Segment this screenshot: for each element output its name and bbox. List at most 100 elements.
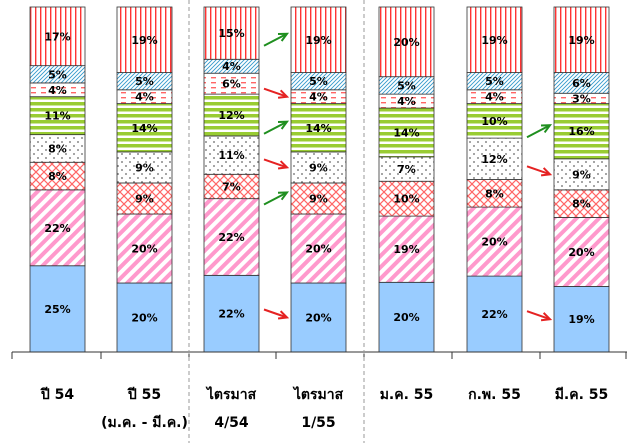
category-label: ไตรมาส: [292, 385, 344, 403]
decrease-arrow: [263, 87, 290, 99]
category-label: ปี 54: [39, 387, 74, 403]
category-label: ปี 55: [126, 387, 161, 403]
segment-label: 5%: [397, 79, 416, 92]
segment-label: 10%: [393, 193, 419, 206]
segment-label: 19%: [393, 243, 419, 256]
bar-segment: [290, 103, 347, 153]
segment-label: 19%: [481, 34, 507, 47]
category-label: ก.พ. 55: [468, 387, 521, 403]
segment-label: 20%: [305, 312, 331, 325]
segment-label: 9%: [309, 161, 328, 174]
change-arrows: [263, 32, 553, 322]
category-label: ไตรมาส: [205, 385, 257, 403]
segment-label: 20%: [393, 36, 419, 49]
segment-label: 10%: [481, 115, 507, 128]
bar-segment: [116, 151, 173, 184]
bar-segment: [29, 134, 86, 163]
increase-arrow: [263, 191, 290, 206]
segment-labels: 25% 22% 8% 8% 11% 4% 5% 17% 20% 20% 9% 9% 14% 4% 5% 19%…: [44, 27, 594, 326]
bar-segment: [203, 173, 260, 200]
bar-segment: [290, 151, 347, 184]
segment-label: 5%: [309, 75, 328, 88]
segment-label: 19%: [305, 34, 331, 47]
group-separators: [188, 0, 365, 443]
segment-label: 9%: [135, 192, 154, 205]
bar-segment: [203, 6, 260, 60]
segment-label: 7%: [397, 163, 416, 176]
bar-segment: [378, 281, 435, 353]
decrease-arrow: [526, 310, 553, 322]
segment-label: 22%: [218, 308, 244, 321]
segment-label: 22%: [44, 222, 70, 235]
category-label: (ม.ค. - มี.ค.): [101, 415, 188, 431]
segment-label: 20%: [131, 243, 157, 256]
decrease-arrow: [263, 308, 290, 320]
segment-label: 4%: [485, 91, 504, 104]
segment-label: 6%: [222, 78, 241, 91]
segment-label: 11%: [44, 110, 70, 123]
segment-label: 12%: [218, 109, 244, 122]
segment-label: 14%: [393, 126, 419, 139]
bar-segment: [553, 158, 610, 191]
bar-segment: [29, 96, 86, 136]
bar-segment: [378, 215, 435, 283]
category-label: 4/54: [214, 415, 249, 431]
bar-segment: [466, 6, 523, 73]
segment-label: 9%: [572, 168, 591, 181]
segment-label: 15%: [218, 27, 244, 40]
bar-segment: [553, 6, 610, 73]
segment-label: 25%: [44, 303, 70, 316]
bar-segment: [553, 217, 610, 287]
bar-segment: [466, 206, 523, 277]
segment-label: 4%: [397, 95, 416, 108]
segment-label: 22%: [481, 308, 507, 321]
decrease-arrow: [526, 165, 553, 177]
increase-arrow: [526, 124, 553, 139]
category-label: ม.ค. 55: [380, 387, 434, 403]
segment-label: 14%: [131, 122, 157, 135]
segment-label: 9%: [135, 161, 154, 174]
segment-label: 5%: [485, 75, 504, 88]
segment-label: 22%: [218, 231, 244, 244]
bar-segment: [466, 179, 523, 208]
segment-label: 8%: [48, 142, 67, 155]
segment-label: 20%: [393, 311, 419, 324]
bars-layer: [29, 6, 610, 353]
category-label: มี.ค. 55: [555, 387, 609, 403]
segment-label: 12%: [481, 153, 507, 166]
bar-segment: [378, 107, 435, 158]
segment-label: 4%: [222, 60, 241, 73]
segment-label: 20%: [481, 236, 507, 249]
bar-segment: [466, 103, 523, 139]
bar-segment: [116, 182, 173, 215]
bar-segment: [290, 282, 347, 353]
segment-label: 20%: [131, 312, 157, 325]
segment-label: 8%: [485, 187, 504, 200]
bar-segment: [466, 275, 523, 353]
bar-segment: [290, 182, 347, 215]
segment-label: 4%: [48, 84, 67, 97]
bar-segment: [203, 135, 260, 175]
bar-segment: [116, 213, 173, 284]
segment-label: 3%: [572, 92, 591, 105]
bar-segment: [116, 103, 173, 153]
bar-segment: [466, 137, 523, 180]
segment-label: 7%: [222, 180, 241, 193]
segment-label: 20%: [568, 246, 594, 259]
segment-label: 16%: [568, 125, 594, 138]
segment-label: 8%: [572, 198, 591, 211]
segment-label: 20%: [305, 243, 331, 256]
segment-label: 17%: [44, 30, 70, 43]
bar-segment: [290, 213, 347, 284]
segment-label: 19%: [568, 313, 594, 326]
segment-label: 8%: [48, 170, 67, 183]
category-labels: ปี 54 ปี 55 (ม.ค. - มี.ค.) ไตรมาส 4/54 ไตรมาส…: [39, 385, 608, 431]
bar-segment: [290, 6, 347, 73]
segment-label: 9%: [309, 192, 328, 205]
segment-label: 19%: [131, 34, 157, 47]
bar-segment: [29, 189, 86, 267]
segment-label: 14%: [305, 122, 331, 135]
increase-arrow: [263, 120, 290, 135]
segment-label: 4%: [135, 91, 154, 104]
